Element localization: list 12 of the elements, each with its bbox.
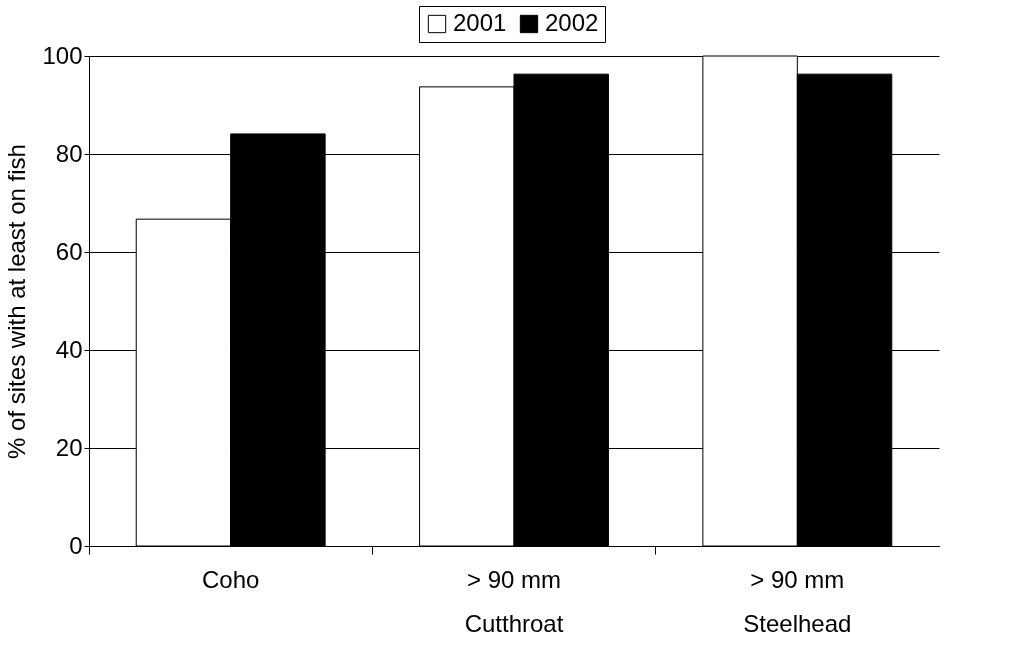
legend-label: 2002: [545, 9, 599, 36]
y-tick-label: 60: [55, 237, 83, 265]
x-tick-label: > 90 mm Steelhead: [743, 565, 852, 637]
y-tick-label: 80: [55, 139, 83, 167]
y-tick-label: 20: [55, 433, 83, 461]
y-tick-label: 0: [69, 531, 83, 559]
y-tick-label: 40: [55, 335, 83, 363]
x-tick-label: > 90 mm Cutthroat: [464, 565, 564, 637]
y-tick-label: 100: [42, 41, 83, 69]
legend-label: 2001: [453, 9, 507, 36]
x-tick-label: Coho: [201, 565, 260, 593]
y-axis-title: % of sites with at least on fish: [3, 144, 31, 459]
